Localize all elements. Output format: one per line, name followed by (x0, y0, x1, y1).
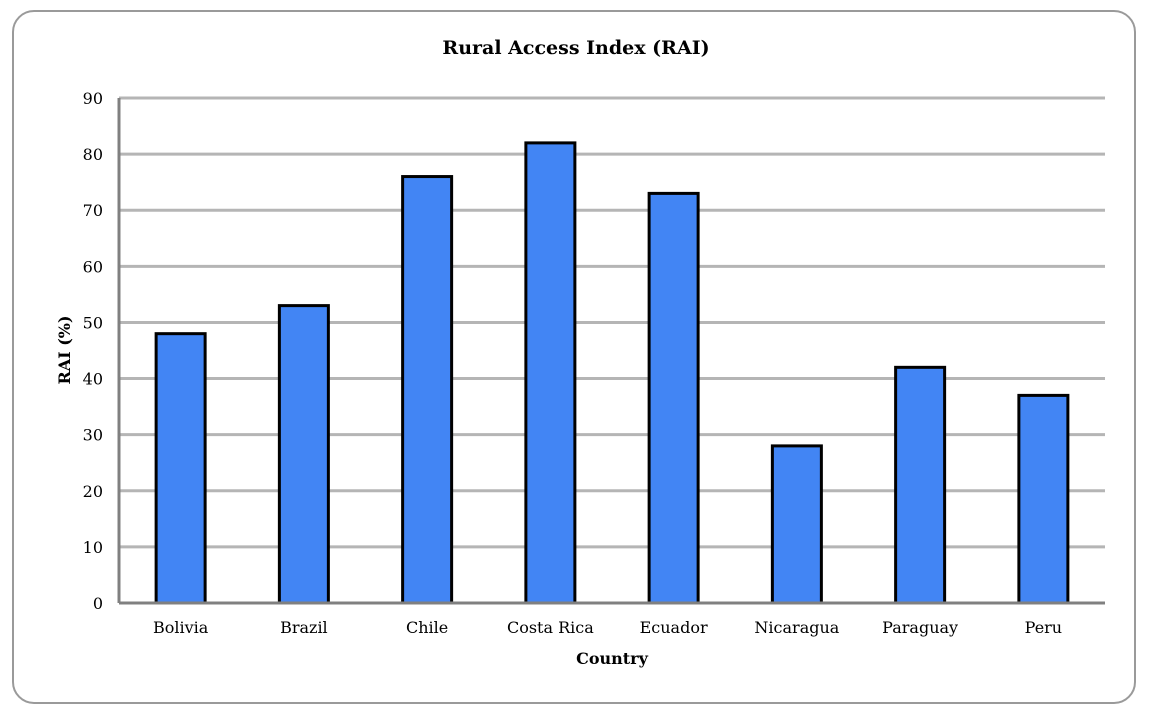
x-tick-label: Paraguay (882, 618, 958, 637)
x-tick-label: Nicaragua (754, 618, 839, 637)
y-axis-ticks: 0 10 20 30 40 50 60 70 80 90 (83, 89, 103, 613)
y-axis-title: RAI (%) (55, 315, 74, 384)
y-tick-label: 50 (83, 313, 103, 332)
x-tick-label: Brazil (280, 618, 328, 637)
x-tick-label: Peru (1025, 618, 1062, 637)
bars (154, 141, 1070, 605)
y-tick-label: 40 (83, 370, 103, 389)
x-tick-label: Bolivia (153, 618, 209, 637)
chart-title: Rural Access Index (RAI) (442, 37, 709, 59)
y-tick-label: 60 (83, 257, 103, 276)
bar-nicaragua (770, 444, 823, 605)
y-tick-label: 90 (83, 89, 103, 108)
bar-chile (401, 175, 454, 605)
bar-costa-rica (524, 141, 577, 605)
y-tick-label: 0 (93, 594, 103, 613)
x-tick-label: Chile (406, 618, 448, 637)
bar-peru (1017, 393, 1070, 605)
y-tick-label: 70 (83, 201, 103, 220)
bar-bolivia (154, 332, 207, 605)
x-axis-title: Country (576, 649, 648, 668)
x-tick-label: Ecuador (640, 618, 708, 637)
gridlines (119, 96, 1105, 549)
bar-paraguay (894, 365, 947, 605)
y-tick-label: 30 (83, 426, 103, 445)
bar-ecuador (647, 191, 700, 605)
bar-brazil (277, 304, 330, 605)
x-tick-label: Costa Rica (507, 618, 594, 637)
y-tick-label: 80 (83, 145, 103, 164)
y-tick-label: 10 (83, 538, 103, 557)
x-axis-ticks: Bolivia Brazil Chile Costa Rica Ecuador Nicar… (153, 618, 1062, 637)
y-tick-label: 20 (83, 482, 103, 501)
